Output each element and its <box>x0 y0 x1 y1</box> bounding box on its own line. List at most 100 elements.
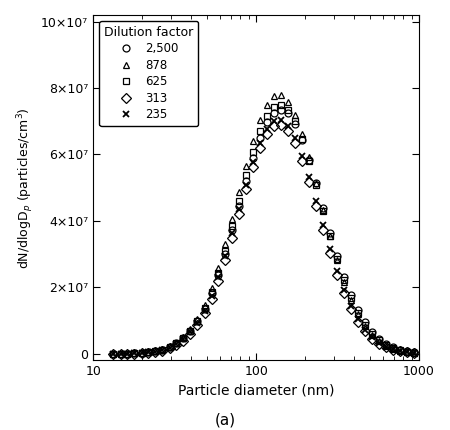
313 <box>314 203 319 208</box>
2,500 <box>356 307 361 313</box>
313 <box>202 311 207 316</box>
878 <box>279 92 284 98</box>
313 <box>369 336 375 341</box>
878 <box>265 102 270 108</box>
313 <box>125 351 130 356</box>
2,500 <box>286 111 291 116</box>
2,500 <box>314 181 319 186</box>
878 <box>328 233 333 239</box>
625 <box>118 351 123 356</box>
2,500 <box>153 349 158 354</box>
Line: 625: 625 <box>110 101 417 357</box>
313 <box>383 345 389 350</box>
313 <box>397 349 403 354</box>
2,500 <box>369 329 375 334</box>
313 <box>244 187 249 192</box>
2,500 <box>216 273 221 278</box>
625 <box>397 348 403 353</box>
625 <box>300 136 305 141</box>
625 <box>411 350 417 355</box>
313 <box>209 296 214 301</box>
625 <box>334 257 340 262</box>
2,500 <box>342 274 347 280</box>
2,500 <box>125 351 130 356</box>
313 <box>174 343 179 348</box>
878 <box>411 350 417 355</box>
2,500 <box>348 292 354 298</box>
313 <box>272 123 277 129</box>
313 <box>328 251 333 256</box>
625 <box>376 338 382 343</box>
878 <box>223 242 228 247</box>
878 <box>306 155 312 160</box>
2,500 <box>202 306 207 311</box>
625 <box>348 295 354 301</box>
2,500 <box>320 206 326 211</box>
878 <box>404 349 410 354</box>
2,500 <box>383 341 389 346</box>
625 <box>202 305 207 310</box>
313 <box>348 307 354 312</box>
235 <box>181 337 186 342</box>
235 <box>265 126 270 132</box>
878 <box>292 112 298 117</box>
2,500 <box>230 228 235 233</box>
878 <box>125 351 130 356</box>
235 <box>244 182 249 187</box>
235 <box>306 175 312 180</box>
Text: (a): (a) <box>215 413 235 428</box>
2,500 <box>223 251 228 256</box>
878 <box>195 316 200 321</box>
2,500 <box>146 350 151 355</box>
235 <box>397 349 403 354</box>
878 <box>174 340 179 345</box>
235 <box>300 153 305 158</box>
313 <box>292 141 298 146</box>
235 <box>258 141 263 146</box>
235 <box>167 345 172 350</box>
313 <box>342 291 347 296</box>
313 <box>390 347 396 353</box>
313 <box>356 319 361 324</box>
313 <box>216 279 221 284</box>
235 <box>118 351 123 356</box>
878 <box>300 131 305 136</box>
625 <box>258 129 263 134</box>
235 <box>292 135 298 141</box>
235 <box>195 321 200 326</box>
878 <box>286 99 291 104</box>
235 <box>362 327 368 332</box>
878 <box>397 348 403 353</box>
313 <box>181 338 186 343</box>
625 <box>139 350 144 356</box>
625 <box>153 349 158 354</box>
878 <box>369 332 375 337</box>
625 <box>369 331 375 336</box>
625 <box>181 335 186 341</box>
313 <box>376 341 382 347</box>
2,500 <box>181 335 186 341</box>
625 <box>244 173 249 178</box>
2,500 <box>376 336 382 341</box>
235 <box>230 230 235 236</box>
235 <box>251 160 256 165</box>
625 <box>230 224 235 229</box>
Line: 878: 878 <box>110 92 417 357</box>
625 <box>279 102 284 108</box>
625 <box>188 328 193 333</box>
2,500 <box>265 120 270 125</box>
625 <box>160 347 165 352</box>
2,500 <box>292 121 298 126</box>
625 <box>328 233 333 238</box>
625 <box>356 310 361 316</box>
878 <box>383 343 389 348</box>
878 <box>118 351 123 356</box>
313 <box>265 132 270 137</box>
878 <box>132 351 137 356</box>
235 <box>404 350 410 355</box>
235 <box>314 198 319 203</box>
625 <box>390 346 396 351</box>
235 <box>383 344 389 349</box>
878 <box>244 163 249 168</box>
625 <box>404 349 410 354</box>
